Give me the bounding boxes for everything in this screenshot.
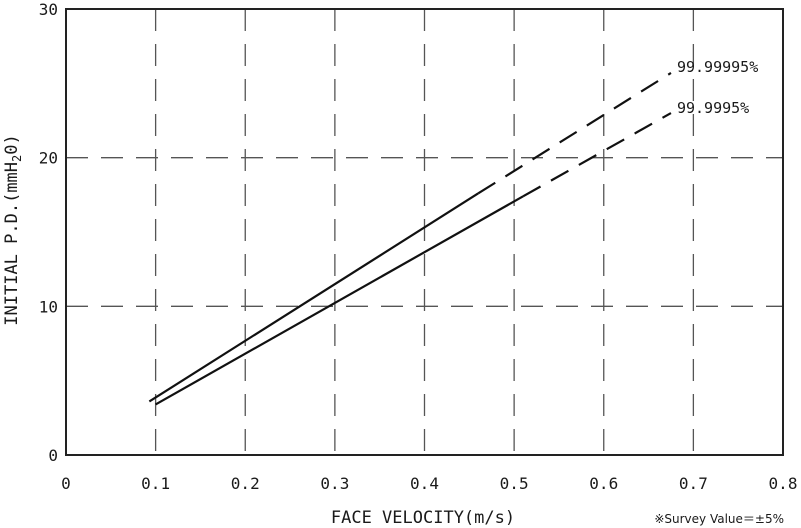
y-tick-label: 20 — [39, 149, 58, 168]
series-label: 99.9995% — [677, 99, 749, 117]
y-tick-label: 10 — [39, 297, 58, 316]
x-tick-label: 0.8 — [769, 474, 798, 493]
series-line-dashed — [477, 71, 672, 195]
series-line-solid — [148, 192, 479, 403]
x-tick-label: 0.1 — [141, 474, 170, 493]
x-tick-label: 0.7 — [679, 474, 708, 493]
series-line-solid — [155, 195, 524, 406]
tick-labels: 0 0.1 0.2 0.3 0.4 0.5 0.6 0.7 0.8 0 10 20 30 — [39, 0, 798, 493]
y-tick-label: 30 — [39, 0, 58, 19]
y-axis-label: INITIAL P.D.(mmH20) — [2, 134, 24, 325]
series-1: 99.99995% — [148, 58, 758, 403]
series-2: 99.9995% — [155, 99, 749, 406]
grid — [66, 9, 783, 455]
x-tick-label: 0.3 — [320, 474, 349, 493]
x-tick-label: 0.6 — [589, 474, 618, 493]
x-tick-label: 0.5 — [500, 474, 529, 493]
x-tick-label: 0.4 — [410, 474, 439, 493]
x-axis-label: FACE VELOCITY(m/s) — [331, 508, 515, 528]
x-tick-label: 0.2 — [231, 474, 260, 493]
survey-value-note: ※Survey Value＝±5% — [654, 512, 784, 526]
series-line-dashed — [522, 112, 672, 198]
series-label: 99.99995% — [677, 58, 758, 76]
x-tick-label: 0 — [61, 474, 71, 493]
plot-frame — [65, 8, 784, 456]
y-tick-label: 0 — [48, 446, 58, 465]
series-layer: 99.99995% 99.9995% — [148, 58, 758, 406]
